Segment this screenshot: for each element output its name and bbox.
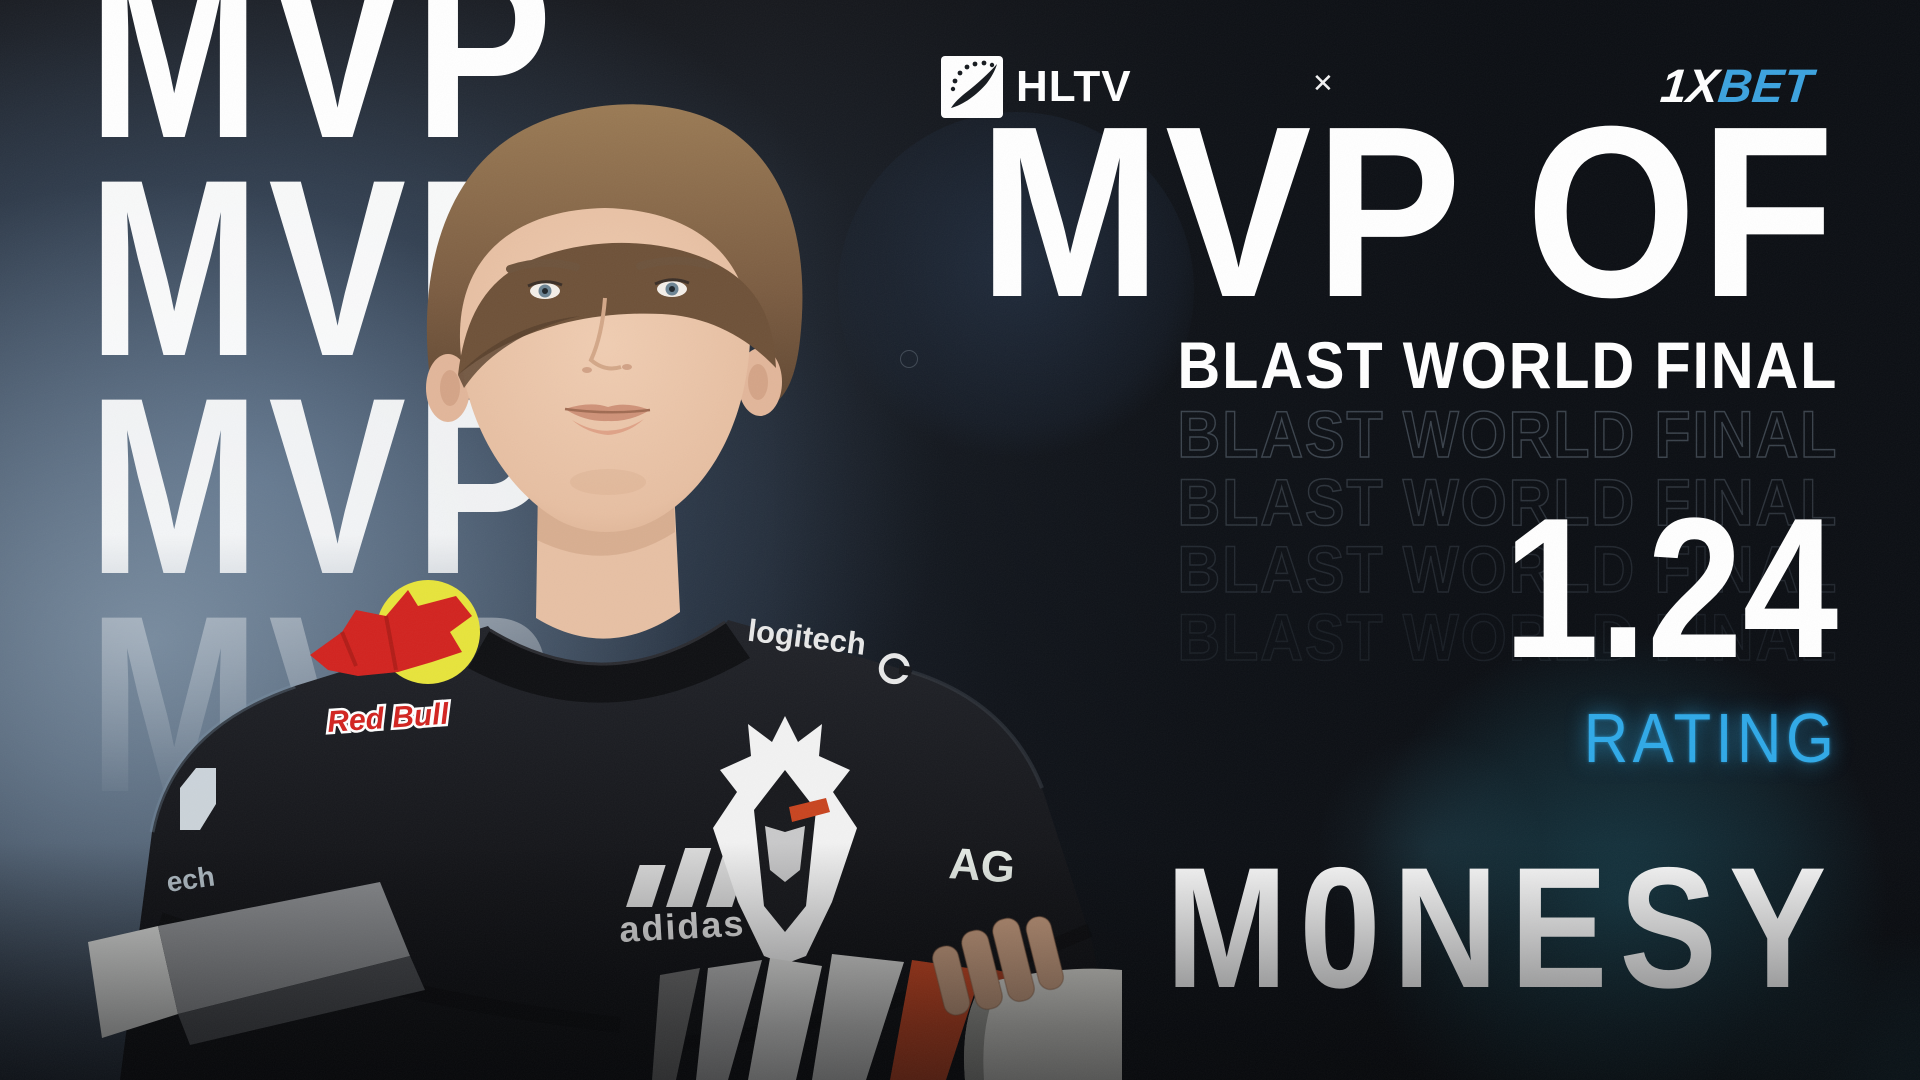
hltv-logo-icon [941,56,1003,118]
1xbet-logo: 1XBET [1658,58,1815,113]
collab-cross-icon: ✕ [1312,68,1334,98]
hltv-wordmark: HLTV [1016,62,1132,111]
1xbet-white-part: 1X [1657,59,1721,112]
1xbet-blue-part: BET [1715,59,1815,112]
